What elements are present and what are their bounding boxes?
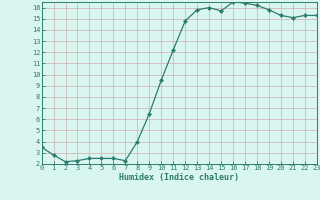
- X-axis label: Humidex (Indice chaleur): Humidex (Indice chaleur): [119, 173, 239, 182]
